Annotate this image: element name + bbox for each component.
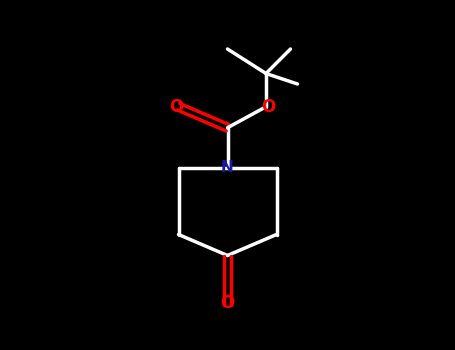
Text: O: O — [261, 98, 275, 116]
Text: N: N — [221, 161, 234, 175]
Text: O: O — [170, 98, 184, 116]
Text: O: O — [220, 294, 235, 312]
